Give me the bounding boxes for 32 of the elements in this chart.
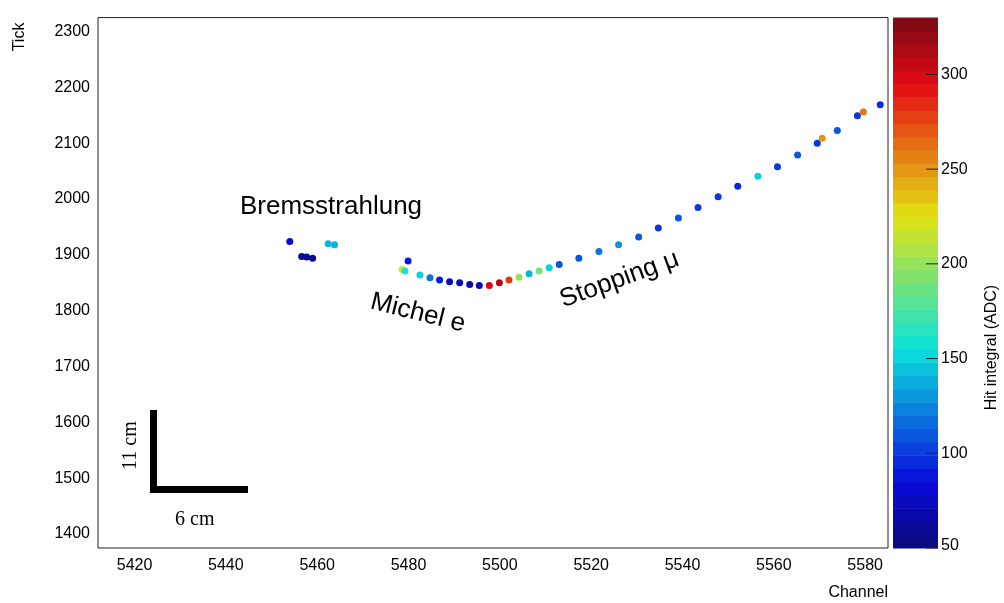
annotation: Michel e xyxy=(367,285,469,339)
y-tick-label: 1500 xyxy=(54,468,91,486)
y-tick-label: 1400 xyxy=(54,524,91,542)
annotation: 11 cm xyxy=(118,421,141,470)
x-tick-label: 5500 xyxy=(482,556,518,574)
x-tick-label: 5420 xyxy=(116,556,153,574)
x-axis-title: Channel xyxy=(828,583,888,600)
color-bar-label: 250 xyxy=(941,159,968,177)
y-tick-label: 1800 xyxy=(54,301,91,319)
y-tick-label: 1700 xyxy=(54,356,91,374)
color-bar-label: 100 xyxy=(941,443,968,461)
color-bar-label: 200 xyxy=(941,254,968,272)
x-tick-label: 5460 xyxy=(299,556,336,574)
x-tick-label: 5560 xyxy=(756,556,792,574)
y-tick-label: 1900 xyxy=(54,245,91,263)
x-tick-label: 5480 xyxy=(390,556,427,574)
x-tick-label: 5580 xyxy=(847,556,884,574)
x-tick-label: 5540 xyxy=(664,556,701,574)
y-tick-label: 2000 xyxy=(54,189,91,207)
color-bar-label: 300 xyxy=(941,64,968,82)
y-tick-label: 1600 xyxy=(54,412,91,430)
x-tick-label: 5440 xyxy=(208,556,244,574)
x-tick-label: 5520 xyxy=(573,556,610,574)
y-tick-label: 2100 xyxy=(54,133,91,151)
color-bar-label: 50 xyxy=(941,536,959,554)
color-bar-label: 150 xyxy=(941,348,968,366)
y-axis-title: Tick xyxy=(10,21,28,52)
y-tick-label: 2300 xyxy=(54,21,91,39)
annotation: Bremsstrahlung xyxy=(240,190,423,221)
annotation: 6 cm xyxy=(175,507,215,530)
y-tick-label: 2200 xyxy=(54,77,91,95)
color-bar-title: Hit integral (ADC) xyxy=(982,284,1000,411)
